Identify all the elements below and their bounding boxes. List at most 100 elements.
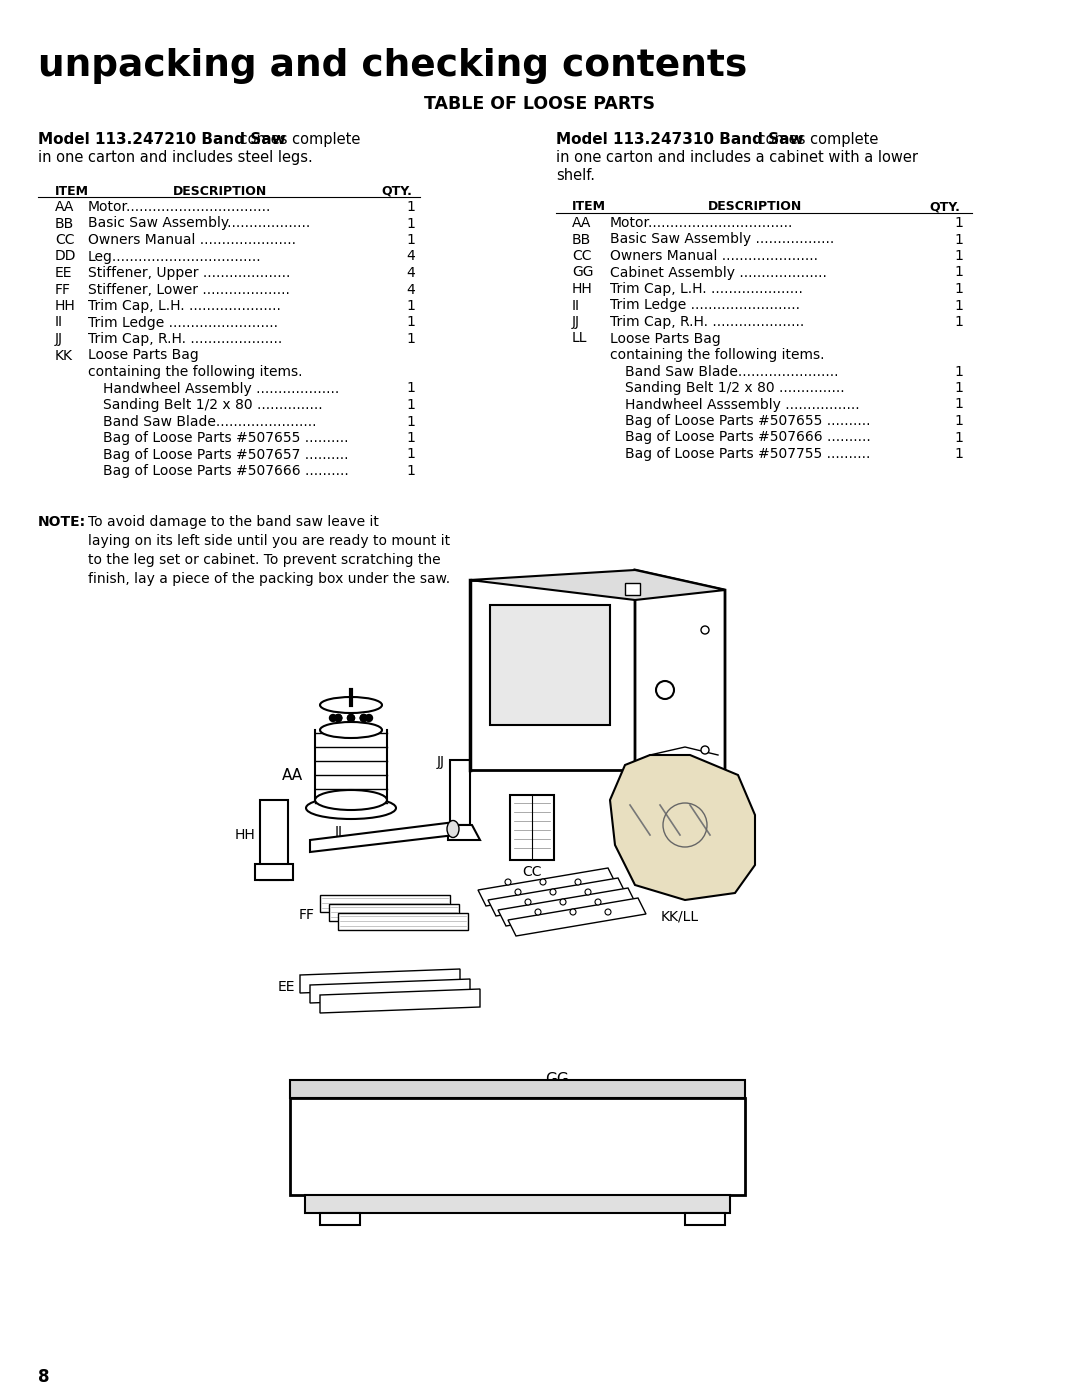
Text: 1: 1 [406, 382, 415, 396]
Text: 1: 1 [954, 414, 963, 428]
Text: HH: HH [55, 299, 76, 313]
Text: AA: AA [282, 768, 303, 782]
Ellipse shape [320, 697, 382, 713]
Text: NOTE:: NOTE: [38, 515, 86, 529]
Text: 1: 1 [954, 232, 963, 246]
Text: Bag of Loose Parts #507655 ..........: Bag of Loose Parts #507655 .......... [103, 431, 349, 445]
Text: II: II [572, 298, 580, 312]
Circle shape [701, 746, 708, 754]
Text: BB: BB [572, 232, 591, 246]
Polygon shape [470, 581, 635, 769]
Circle shape [701, 625, 708, 634]
Text: HH: HH [234, 828, 255, 842]
Ellipse shape [306, 797, 396, 818]
Text: in one carton and includes steel legs.: in one carton and includes steel legs. [38, 150, 313, 165]
Text: Owners Manual ......................: Owners Manual ...................... [610, 249, 818, 263]
Ellipse shape [320, 722, 382, 739]
Polygon shape [448, 825, 480, 839]
Polygon shape [498, 888, 636, 926]
Text: AA: AA [55, 200, 75, 214]
Polygon shape [508, 898, 646, 936]
Text: Bag of Loose Parts #507666 ..........: Bag of Loose Parts #507666 .......... [103, 464, 349, 478]
Text: Sanding Belt 1/2 x 80 ...............: Sanding Belt 1/2 x 80 ............... [625, 381, 845, 395]
Circle shape [656, 681, 674, 700]
Text: CC: CC [55, 234, 75, 248]
Polygon shape [310, 823, 455, 852]
Text: HH: HH [572, 283, 593, 297]
Text: Cabinet Assembly ....................: Cabinet Assembly .................... [610, 266, 827, 280]
Text: 1: 1 [954, 266, 963, 280]
Polygon shape [338, 914, 468, 930]
Circle shape [605, 909, 611, 915]
Text: Model 113.247210 Band Saw: Model 113.247210 Band Saw [38, 132, 286, 147]
Bar [260, 800, 288, 880]
Text: 8: 8 [38, 1368, 50, 1386]
Text: 1: 1 [954, 283, 963, 297]
Text: Owners Manual ......................: Owners Manual ...................... [87, 234, 296, 248]
Circle shape [329, 715, 337, 722]
Text: 1: 1 [954, 431, 963, 445]
Text: AA: AA [572, 215, 592, 229]
Text: KK/LL: KK/LL [661, 909, 699, 923]
Circle shape [550, 888, 556, 895]
Text: DESCRIPTION: DESCRIPTION [707, 200, 802, 213]
Polygon shape [320, 895, 450, 912]
Text: BB: BB [55, 217, 75, 231]
Text: Sanding Belt 1/2 x 80 ...............: Sanding Belt 1/2 x 80 ............... [103, 397, 323, 411]
Text: Trim Cap, R.H. .....................: Trim Cap, R.H. ..................... [610, 315, 805, 329]
Text: 1: 1 [954, 365, 963, 379]
Bar [315, 730, 387, 800]
Text: To avoid damage to the band saw leave it
laying on its left side until you are r: To avoid damage to the band saw leave it… [87, 515, 450, 586]
Text: QTY.: QTY. [381, 185, 411, 199]
Text: comes complete: comes complete [753, 132, 878, 147]
Text: Basic Saw Assembly ..................: Basic Saw Assembly .................. [610, 232, 834, 246]
Circle shape [535, 909, 541, 915]
Text: 4: 4 [406, 249, 415, 263]
Circle shape [361, 715, 367, 722]
Text: Loose Parts Bag: Loose Parts Bag [87, 348, 199, 362]
Text: Motor.................................: Motor................................. [87, 200, 271, 214]
Circle shape [335, 715, 341, 722]
Text: 1: 1 [954, 315, 963, 329]
Text: CC: CC [572, 249, 592, 263]
Text: 1: 1 [406, 217, 415, 231]
Circle shape [525, 900, 531, 905]
Text: 1: 1 [406, 234, 415, 248]
Text: II: II [335, 825, 343, 839]
Text: 1: 1 [406, 431, 415, 445]
Text: Band Saw Blade.......................: Band Saw Blade....................... [103, 414, 316, 428]
Text: 1: 1 [406, 397, 415, 411]
Text: 1: 1 [954, 215, 963, 229]
Text: in one carton and includes a cabinet with a lower: in one carton and includes a cabinet wit… [556, 150, 918, 165]
Text: BB: BB [535, 795, 555, 810]
Text: FF: FF [299, 908, 315, 922]
Text: 1: 1 [954, 298, 963, 312]
Bar [255, 865, 293, 880]
Polygon shape [478, 867, 616, 907]
Polygon shape [610, 755, 755, 900]
Text: 1: 1 [406, 414, 415, 428]
Text: DESCRIPTION: DESCRIPTION [173, 185, 267, 199]
Text: 1: 1 [954, 381, 963, 395]
Circle shape [561, 900, 566, 905]
Text: Trim Ledge .........................: Trim Ledge ......................... [610, 298, 800, 312]
Circle shape [335, 715, 341, 722]
Circle shape [585, 888, 591, 895]
Text: 1: 1 [954, 397, 963, 411]
Text: 1: 1 [406, 316, 415, 330]
Text: Band Saw Blade.......................: Band Saw Blade....................... [625, 365, 838, 379]
Circle shape [361, 715, 367, 722]
Circle shape [570, 909, 576, 915]
Text: 1: 1 [406, 299, 415, 313]
Text: Leg..................................: Leg.................................. [87, 249, 261, 263]
Circle shape [515, 888, 521, 895]
Circle shape [348, 715, 354, 722]
Text: II: II [55, 316, 63, 330]
Ellipse shape [447, 820, 459, 838]
Text: containing the following items.: containing the following items. [610, 348, 824, 362]
Text: TABLE OF LOOSE PARTS: TABLE OF LOOSE PARTS [424, 95, 656, 113]
Text: DD: DD [55, 249, 77, 263]
Text: GG: GG [545, 1072, 569, 1087]
Bar [625, 583, 640, 595]
Polygon shape [490, 604, 610, 725]
